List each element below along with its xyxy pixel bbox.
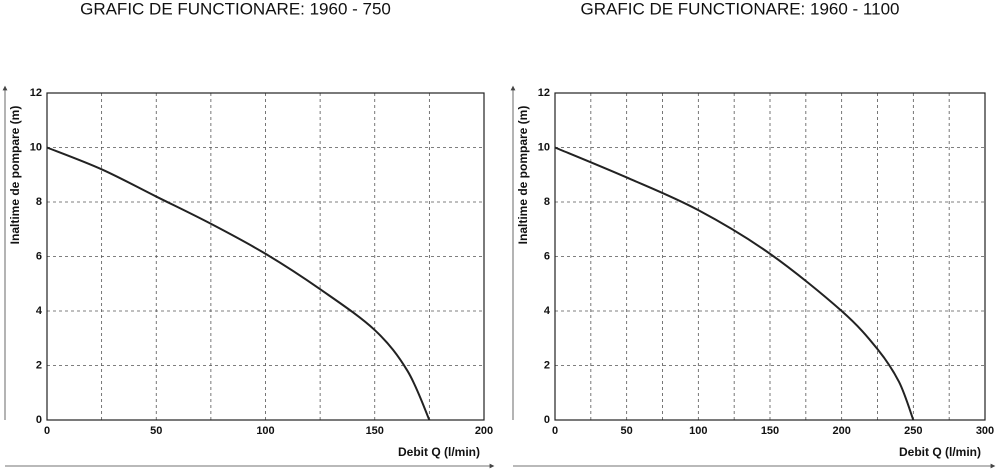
x-axis-label: Debit Q (l/min) (899, 445, 981, 459)
plot-frame (554, 92, 986, 421)
chart-title: GRAFIC DE FUNCTIONARE: 1960 - 750 (80, 0, 391, 18)
y-tick-label: 6 (36, 250, 42, 262)
y-tick-label: 8 (36, 196, 42, 208)
y-tick-label: 2 (36, 359, 42, 371)
x-tick-label: 0 (552, 425, 558, 437)
y-tick-label: 10 (538, 141, 550, 153)
y-axis-label: Inaltime de pompare (m) (516, 106, 530, 245)
y-tick-label: 4 (544, 305, 551, 317)
y-tick-label: 4 (36, 305, 43, 317)
y-tick-label: 12 (30, 87, 42, 99)
x-tick-label: 50 (150, 425, 162, 437)
y-axis-label: Inaltime de pompare (m) (8, 106, 22, 245)
y-tick-label: 2 (544, 359, 550, 371)
x-tick-label: 200 (832, 425, 850, 437)
chart-title: GRAFIC DE FUNCTIONARE: 1960 - 1100 (581, 0, 900, 18)
plot-frame (46, 92, 485, 421)
x-tick-label: 100 (689, 425, 707, 437)
y-tick-label: 6 (544, 250, 550, 262)
x-tick-label: 50 (621, 425, 633, 437)
x-tick-label: 200 (475, 425, 493, 437)
x-axis-label: Debit Q (l/min) (398, 445, 480, 459)
y-tick-label: 0 (544, 414, 550, 426)
x-tick-label: 0 (44, 425, 50, 437)
x-tick-label: 300 (976, 425, 994, 437)
y-tick-label: 12 (538, 87, 550, 99)
y-tick-label: 0 (36, 414, 42, 426)
x-tick-label: 150 (761, 425, 779, 437)
y-tick-label: 8 (544, 196, 550, 208)
curve (554, 146, 915, 421)
curve (46, 146, 431, 421)
x-tick-label: 100 (256, 425, 274, 437)
x-tick-label: 250 (904, 425, 922, 437)
y-tick-label: 10 (30, 141, 42, 153)
x-tick-label: 150 (366, 425, 384, 437)
